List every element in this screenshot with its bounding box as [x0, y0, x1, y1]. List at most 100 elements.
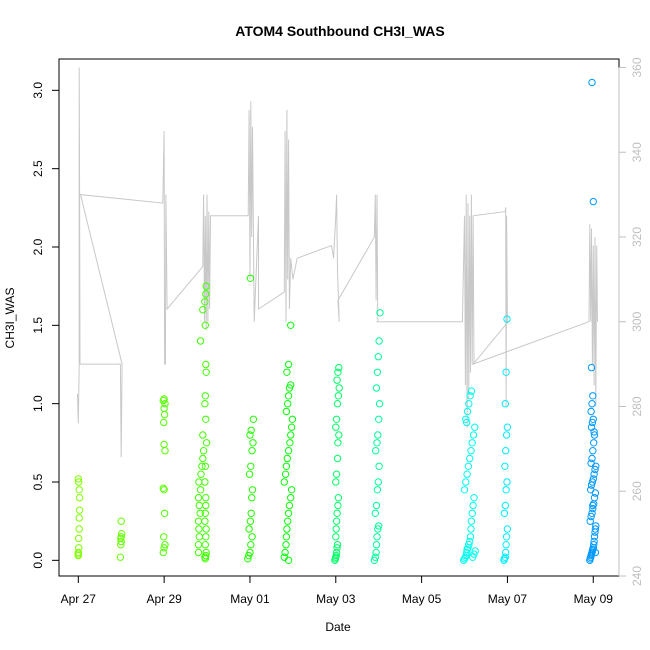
- data-point: [282, 462, 291, 470]
- data-point: [590, 470, 598, 478]
- data-point: [199, 431, 207, 439]
- data-point: [160, 440, 168, 449]
- data-point: [333, 454, 342, 463]
- data-point: [466, 533, 475, 541]
- data-point: [247, 462, 255, 470]
- data-point: [332, 551, 340, 560]
- data-point: [469, 501, 477, 510]
- data-point: [334, 439, 342, 447]
- data-point: [332, 533, 340, 541]
- data-point: [374, 353, 382, 361]
- data-point: [194, 541, 203, 549]
- data-point: [589, 392, 597, 400]
- y-tick-label: 2.0: [31, 238, 45, 255]
- data-point: [587, 512, 595, 521]
- data-point: [333, 509, 341, 517]
- data-point: [502, 368, 510, 376]
- data-point: [195, 525, 203, 533]
- data-point: [284, 447, 293, 455]
- data-point: [202, 415, 210, 423]
- data-point: [502, 541, 510, 549]
- data-point: [471, 423, 479, 431]
- data-point: [75, 478, 83, 486]
- data-point: [75, 494, 84, 502]
- data-point: [75, 525, 83, 533]
- data-point: [333, 541, 342, 549]
- data-point: [284, 509, 293, 517]
- data-point: [75, 514, 83, 522]
- data-point: [287, 423, 296, 431]
- data-point: [247, 509, 255, 517]
- data-point: [281, 548, 289, 557]
- data-point: [202, 290, 210, 298]
- data-point: [588, 454, 596, 463]
- data-point: [196, 509, 204, 517]
- data-point: [160, 418, 168, 427]
- data-point: [502, 431, 511, 439]
- data-point: [502, 533, 511, 541]
- data-point: [284, 517, 292, 525]
- data-point: [160, 544, 168, 552]
- data-point: [587, 407, 595, 416]
- data-point: [75, 544, 83, 552]
- data-point: [467, 517, 476, 525]
- data-point: [335, 431, 343, 439]
- data-point: [590, 537, 598, 546]
- data-point: [194, 548, 203, 557]
- data-point: [591, 489, 600, 497]
- data-point: [246, 274, 255, 282]
- data-point: [160, 404, 168, 413]
- data-point: [248, 533, 256, 541]
- data-point: [588, 400, 596, 408]
- data-point: [502, 548, 510, 557]
- data-point: [202, 525, 210, 533]
- data-point: [590, 533, 599, 541]
- data-point: [248, 486, 257, 494]
- data-point: [466, 537, 474, 546]
- data-point: [199, 306, 207, 314]
- data-point: [372, 501, 381, 510]
- data-point: [286, 439, 294, 447]
- data-point: [463, 418, 471, 427]
- data-point: [196, 337, 205, 345]
- data-point: [470, 494, 478, 502]
- data-point: [375, 462, 383, 470]
- data-point: [160, 410, 169, 419]
- data-point: [500, 509, 509, 517]
- data-point: [248, 447, 256, 455]
- data-point: [283, 368, 291, 376]
- data-point: [503, 315, 511, 323]
- x-tick-label: Apr 29: [146, 592, 182, 606]
- data-point: [245, 525, 253, 533]
- data-point: [589, 501, 597, 510]
- data-point: [591, 548, 600, 557]
- data-point: [332, 478, 340, 486]
- data-point: [589, 197, 597, 206]
- data-point: [587, 363, 596, 372]
- data-point: [587, 486, 595, 494]
- data-point: [465, 400, 473, 408]
- data-point: [202, 501, 210, 510]
- data-point: [372, 548, 380, 557]
- data-point: [503, 478, 511, 486]
- data-point: [590, 439, 598, 447]
- data-point: [195, 533, 204, 541]
- data-point: [246, 431, 254, 439]
- y2-tick-label: 260: [630, 481, 644, 501]
- data-point: [589, 415, 597, 423]
- data-point: [371, 553, 379, 561]
- data-point: [588, 478, 597, 486]
- data-point: [333, 376, 341, 384]
- data-point: [202, 551, 210, 560]
- y-tick-label: 0.5: [31, 473, 45, 490]
- y2-tick-label: 300: [630, 311, 644, 331]
- data-point: [198, 462, 206, 470]
- data-point: [282, 407, 291, 416]
- data-point: [467, 525, 475, 533]
- data-point: [287, 321, 295, 329]
- data-point: [194, 517, 203, 525]
- data-point: [372, 384, 381, 392]
- data-point: [197, 470, 205, 478]
- data-point: [199, 447, 208, 455]
